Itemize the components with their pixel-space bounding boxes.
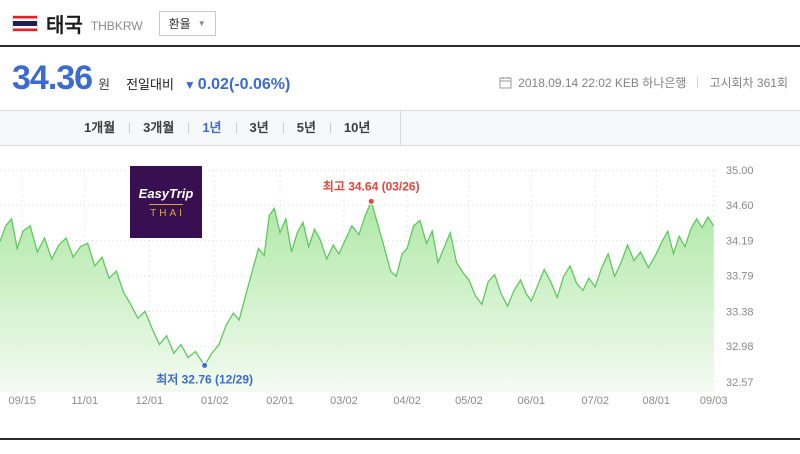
exchange-rate-chart: 35.00 34.60 34.19 33.79 33.38 32.98 32.57 09/15… xyxy=(0,165,754,407)
thailand-flag-icon xyxy=(12,15,38,32)
y-axis-label: 35.00 xyxy=(726,165,754,177)
change-label: 전일대비 xyxy=(126,77,174,92)
low-point-dot xyxy=(201,361,209,369)
currency-unit: 원 xyxy=(98,77,111,92)
easytrip-watermark-line2: THAI xyxy=(150,207,185,219)
x-axis-label: 08/01 xyxy=(642,395,670,407)
x-axis-label: 11/01 xyxy=(71,395,98,407)
tab-3-year[interactable]: 3년 xyxy=(236,110,283,146)
down-arrow-icon: ▼ xyxy=(183,78,196,92)
x-axis-label: 07/02 xyxy=(581,395,609,407)
top-divider xyxy=(0,45,800,47)
change-percent: (-0.06%) xyxy=(228,76,291,93)
high-point-dot xyxy=(367,197,375,205)
x-axis-label: 05/02 xyxy=(455,395,483,407)
announcement-round: 고시회차 361회 xyxy=(709,76,788,90)
x-axis-label: 03/02 xyxy=(330,395,358,407)
exchange-rate-dropdown[interactable]: 환율 ▼ xyxy=(158,11,216,36)
y-axis-label: 32.57 xyxy=(726,377,754,389)
tab-3-month[interactable]: 3개월 xyxy=(129,110,188,146)
tab-10-year[interactable]: 10년 xyxy=(330,110,384,146)
easytrip-watermark-line1: EasyTrip xyxy=(138,185,194,201)
tab-5-year[interactable]: 5년 xyxy=(283,110,330,146)
x-axis-label: 04/02 xyxy=(393,395,421,407)
quote-left: 34.36 원 전일대비 ▼ 0.02(-0.06%) xyxy=(12,59,290,98)
quote-section: 34.36 원 전일대비 ▼ 0.02(-0.06%) 2018.09.14 22… xyxy=(0,47,800,110)
y-axis-label: 33.79 xyxy=(726,271,754,283)
x-axis-label: 09/03 xyxy=(700,395,728,407)
rate-line xyxy=(0,199,715,367)
easytrip-watermark: EasyTrip THAI xyxy=(130,166,202,238)
y-axis-label: 34.60 xyxy=(726,200,754,212)
country-title: 태국 xyxy=(46,15,83,37)
exchange-rate-dropdown-label: 환율 xyxy=(168,17,191,31)
tab-1-month[interactable]: 1개월 xyxy=(84,120,116,135)
quote-source-info: 2018.09.14 22:02 KEB 하나은행 xyxy=(518,76,687,90)
meta-separator xyxy=(697,77,699,88)
quote-meta: 2018.09.14 22:02 KEB 하나은행 고시회차 361회 xyxy=(499,74,788,98)
exchange-rate-page: 태국 THBKRW 환율 ▼ 34.36 원 전일대비 ▼ 0.02(-0.06%… xyxy=(0,0,800,440)
high-annotation: 최고 34.64 (03/26) xyxy=(323,178,420,193)
currency-pair-code: THBKRW xyxy=(90,19,143,33)
change-amount: 0.02 xyxy=(197,76,229,93)
easytrip-watermark-rule xyxy=(149,203,183,205)
chevron-down-icon: ▼ xyxy=(197,19,206,28)
header: 태국 THBKRW 환율 ▼ xyxy=(0,0,800,45)
y-axis-label: 34.19 xyxy=(726,236,754,248)
rate-area-fill xyxy=(0,201,714,392)
tab-1-year[interactable]: 1년 xyxy=(188,110,235,146)
change-value: ▼ 0.02(-0.06%) xyxy=(184,76,290,94)
calendar-icon xyxy=(499,77,512,89)
current-rate: 34.36 xyxy=(12,59,93,97)
period-tabs: 1개월 3개월 1년 3년 5년 10년 xyxy=(0,110,800,146)
chart-area: 35.00 34.60 34.19 33.79 33.38 32.98 32.57 09/15… xyxy=(0,160,800,412)
y-axis-label: 33.38 xyxy=(726,306,754,318)
x-axis-label: 06/01 xyxy=(518,395,546,407)
tabs-divider xyxy=(400,111,401,145)
bottom-divider xyxy=(0,438,800,440)
x-axis-label: 12/01 xyxy=(136,395,164,407)
y-axis-label: 32.98 xyxy=(726,341,754,353)
low-annotation: 최저 32.76 (12/29) xyxy=(156,371,253,386)
x-axis-label: 02/01 xyxy=(266,395,294,407)
x-axis-label: 09/15 xyxy=(8,395,36,407)
x-axis-label: 01/02 xyxy=(201,395,229,407)
